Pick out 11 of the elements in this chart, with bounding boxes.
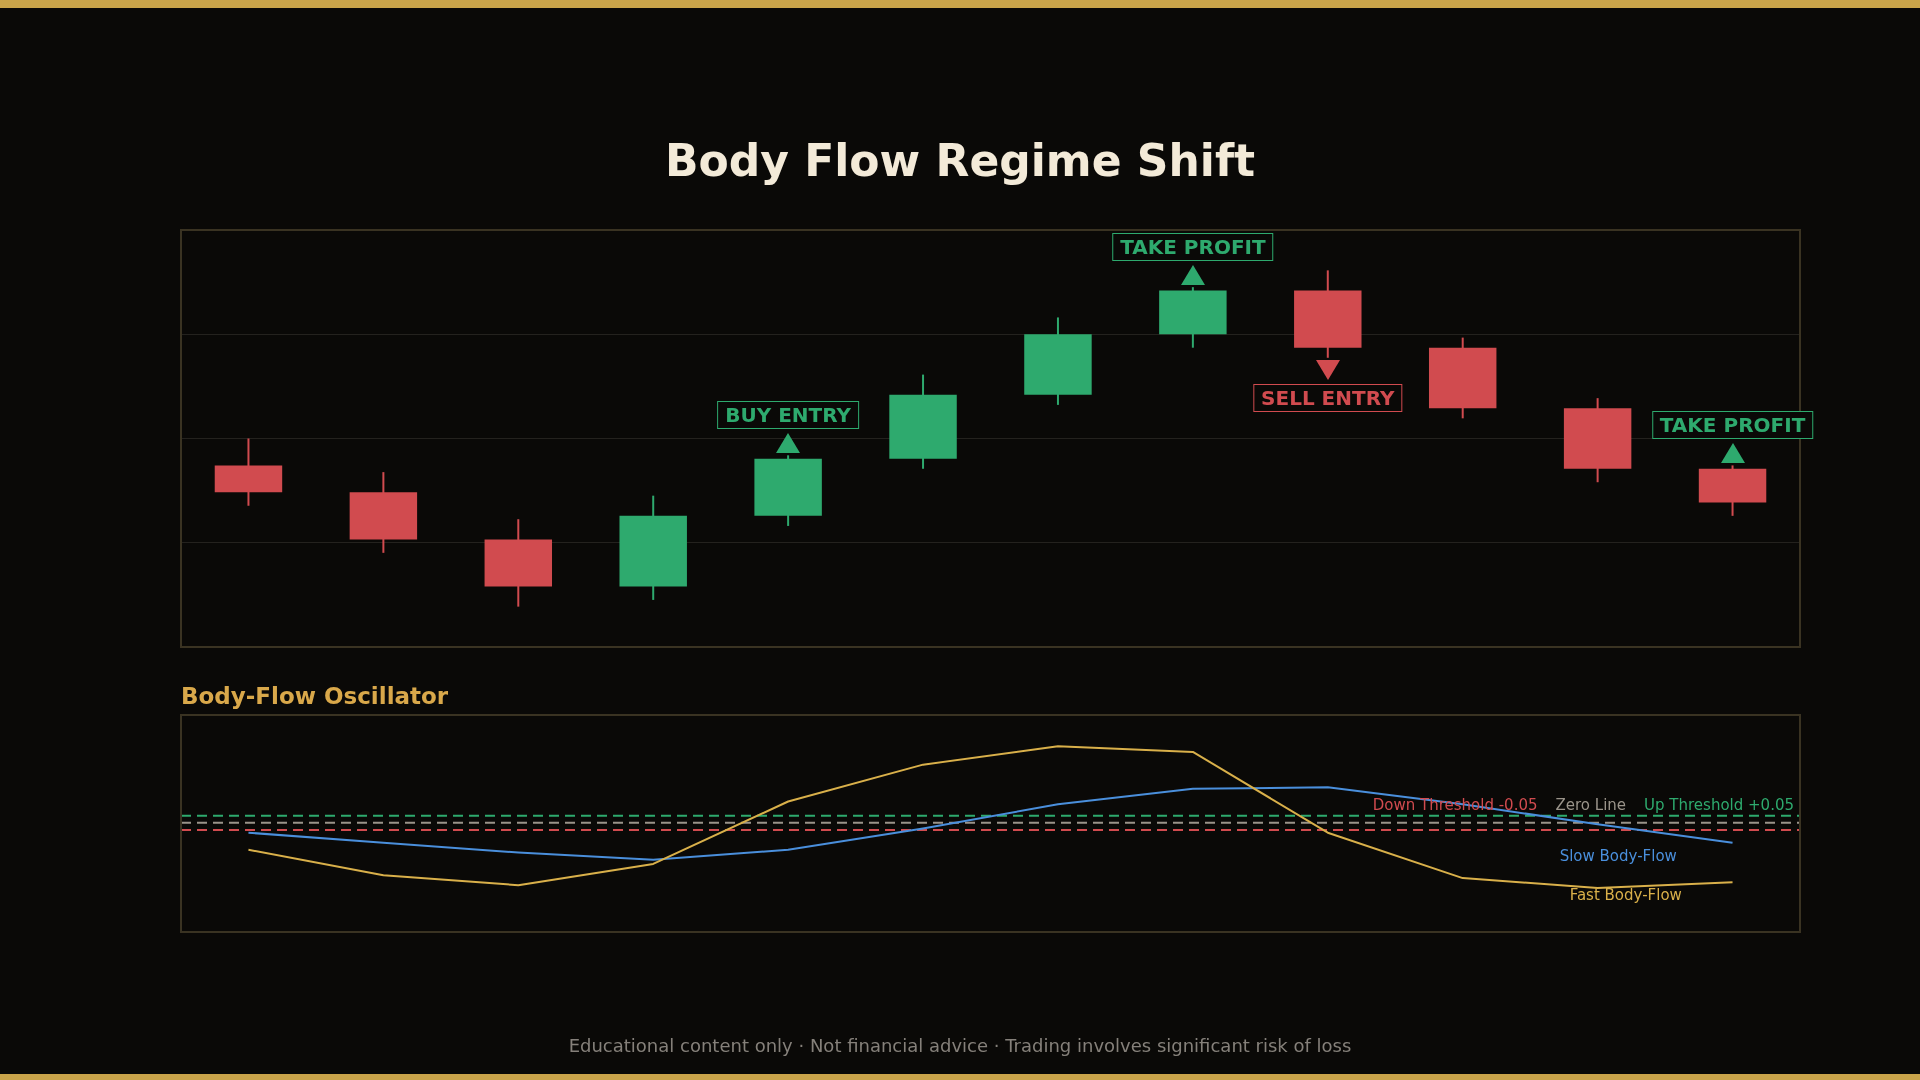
annotation: BUY ENTRY [717, 401, 860, 430]
series-label: Slow Body-Flow [1559, 846, 1677, 865]
series-label: Fast Body-Flow [1569, 886, 1682, 905]
text: Educational content only · Not financial advice · Trading involves significant risk of loss [567, 1035, 1353, 1056]
annotation: TAKE PROFIT [1112, 233, 1274, 262]
chart-title: Body-Flow Oscillator [181, 683, 449, 709]
ref-line-label: Zero Line [1555, 795, 1627, 814]
annotation: SELL ENTRY [1253, 383, 1403, 412]
annotation: TAKE PROFIT [1651, 411, 1814, 440]
ref-line-label: Up Threshold +0.05 [1644, 795, 1794, 814]
chart-title: Body Flow Regime Shift [663, 135, 1257, 186]
